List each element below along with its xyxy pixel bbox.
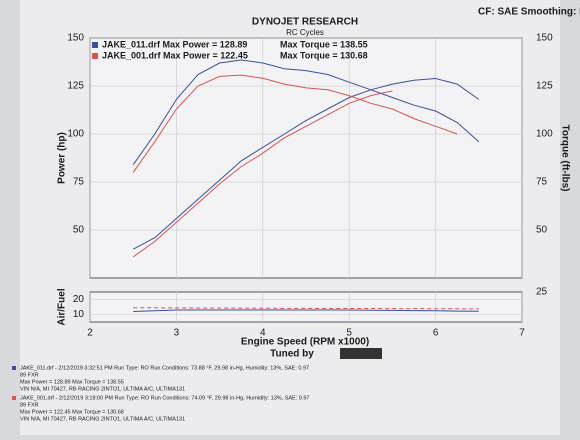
y2-tick-label: 25 — [536, 287, 548, 298]
run-info: VIN N/A, MI 70427, RB RACING 2INTO1, ULT… — [20, 386, 185, 392]
plot-area — [89, 291, 523, 323]
series-line — [132, 59, 480, 165]
y-tick-label: 75 — [73, 177, 85, 188]
series-line — [132, 90, 393, 258]
y-axis-label: Power (hp) — [57, 132, 68, 184]
y2-tick-label: 100 — [536, 129, 553, 140]
series-line — [132, 74, 458, 173]
run-swatch — [12, 366, 16, 370]
series-line — [133, 307, 479, 310]
legend-entry: Max Torque = 138.55 — [280, 39, 368, 49]
chart-title: DYNOJET RESEARCH — [252, 17, 358, 28]
run-info: 89 FXR — [20, 402, 39, 408]
y2-tick-label: 50 — [536, 225, 548, 236]
y-tick-label: 20 — [73, 294, 85, 305]
y2-tick-label: 150 — [536, 33, 553, 44]
y2-tick-label: 125 — [536, 81, 553, 92]
y-tick-label: 100 — [67, 129, 84, 140]
x-tick-label: 2 — [87, 328, 93, 339]
run-info: VIN N/A, MI 70427, RB RACING 2INTO1, ULT… — [20, 416, 185, 422]
run-swatch — [12, 396, 16, 400]
chart-subtitle: RC Cycles — [286, 28, 324, 37]
redaction — [340, 348, 382, 359]
x-tick-label: 4 — [260, 328, 266, 339]
y-tick-label: 125 — [67, 81, 84, 92]
tuned-by: Tuned by — [270, 349, 314, 360]
x-tick-label: 3 — [174, 328, 180, 339]
x-tick-label: 6 — [433, 328, 439, 339]
series-line — [132, 77, 480, 250]
y-tick-label: 150 — [67, 33, 84, 44]
y-axis-label: Air/Fuel — [57, 288, 68, 325]
x-tick-label: 7 — [519, 328, 525, 339]
run-info: Max Power = 122.45 Max Torque = 130.68 — [20, 409, 124, 415]
legend-entry: Max Torque = 130.68 — [280, 50, 368, 60]
y-tick-label: 50 — [73, 225, 85, 236]
run-info: Max Power = 128.89 Max Torque = 138.55 — [20, 379, 124, 385]
x-tick-label: 5 — [346, 328, 352, 339]
run-info: 89 FXR — [20, 372, 39, 378]
series-line — [133, 309, 479, 312]
run-info: JAKE_001.drf - 2/12/2019 3:18:00 PM Run … — [20, 395, 309, 401]
legend-entry: JAKE_001.drf Max Power = 122.45 — [102, 50, 248, 60]
settings: CF: SAE Smoothing: 5 — [478, 7, 580, 18]
x-axis-label: Engine Speed (RPM x1000) — [241, 337, 369, 348]
run-info: JAKE_011.drf - 2/12/2019 3:32:51 PM Run … — [20, 365, 309, 371]
plot-area — [89, 37, 523, 279]
legend-entry: JAKE_011.drf Max Power = 128.89 — [102, 39, 247, 49]
legend-swatch — [92, 53, 98, 59]
y-tick-label: 10 — [73, 309, 85, 320]
y2-tick-label: 75 — [536, 177, 548, 188]
y2-axis-label: Torque (ft-lbs) — [559, 124, 570, 191]
legend-swatch — [92, 42, 98, 48]
